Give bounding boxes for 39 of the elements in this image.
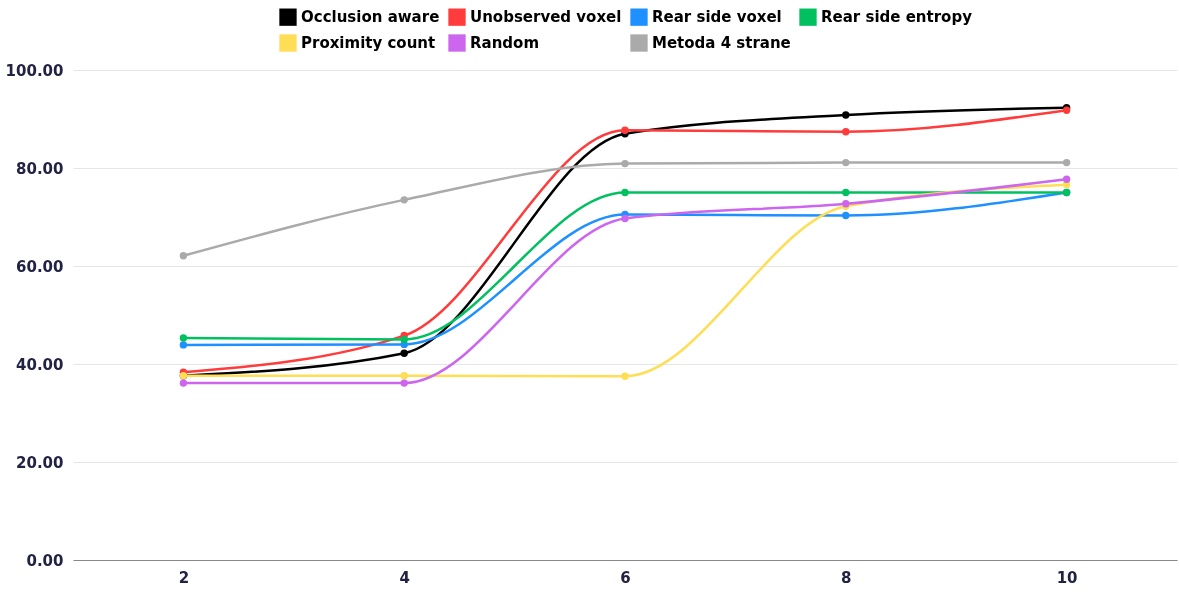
point xyxy=(400,196,408,204)
point xyxy=(842,111,850,119)
legend-label: Unobserved voxel xyxy=(470,8,622,27)
point xyxy=(842,158,850,167)
point xyxy=(621,372,629,380)
point xyxy=(621,126,629,134)
point xyxy=(400,349,408,357)
point xyxy=(1062,158,1071,167)
y-tick-label: 60.00 xyxy=(16,257,64,276)
legend-label: Rear side entropy xyxy=(821,8,973,27)
point xyxy=(621,159,629,168)
y-tick-label: 0.00 xyxy=(26,551,64,570)
legend-label: Occlusion aware xyxy=(301,8,440,27)
point xyxy=(179,334,188,342)
point xyxy=(400,379,408,387)
point xyxy=(842,188,850,197)
legend-label: Proximity count xyxy=(301,34,436,52)
x-tick-label: 8 xyxy=(841,568,852,587)
point xyxy=(621,188,629,197)
x-tick-label: 2 xyxy=(178,568,190,587)
y-tick-label: 80.00 xyxy=(16,159,64,178)
point xyxy=(621,214,629,223)
legend-label: Rear side voxel xyxy=(652,8,782,27)
point xyxy=(179,252,188,260)
point xyxy=(400,372,408,380)
x-tick-label: 6 xyxy=(620,568,631,587)
x-tick-label: 10 xyxy=(1056,568,1078,587)
point xyxy=(179,341,188,349)
y-tick-label: 40.00 xyxy=(16,355,64,374)
y-tick-label: 100.00 xyxy=(5,61,64,80)
x-tick-label: 4 xyxy=(399,568,410,587)
legend-label: Metoda 4 strane xyxy=(652,34,791,52)
point xyxy=(179,379,188,387)
y-tick-label: 20.00 xyxy=(16,453,64,472)
point xyxy=(1062,175,1071,183)
legend-label: Random xyxy=(470,34,540,52)
point xyxy=(400,335,408,344)
point xyxy=(842,211,850,220)
point xyxy=(842,128,850,136)
